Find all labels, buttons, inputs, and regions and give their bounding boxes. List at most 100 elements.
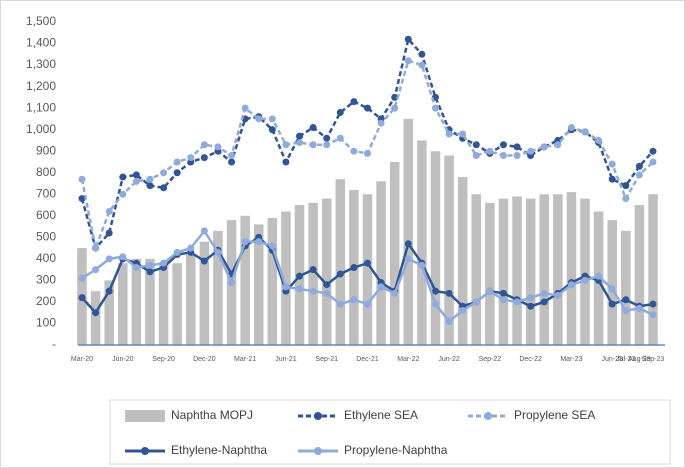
marker [146,268,154,276]
marker [418,61,426,69]
marker [268,115,276,123]
marker [105,229,113,237]
marker [350,98,358,106]
y-tick-label: 900 [36,143,56,157]
y-tick-label: 400 [36,251,56,265]
marker [622,307,630,315]
marker [554,141,562,149]
marker [581,128,589,136]
bar [607,220,617,345]
marker [581,276,589,284]
marker [377,119,385,127]
y-tick-label: 800 [36,165,56,179]
bar [267,217,278,345]
y-tick-label: 1,400 [26,36,56,50]
legend-frame [109,399,671,465]
marker [336,134,344,142]
marker [364,259,371,267]
x-tick-label: Dec-22 [519,356,542,363]
marker [228,158,236,166]
marker [527,302,535,310]
marker [200,257,208,265]
marker [404,240,412,248]
marker [105,287,113,295]
marker [323,141,331,149]
marker [364,149,371,157]
marker [119,190,127,198]
marker [540,143,548,151]
bar [335,179,346,345]
marker [160,169,168,177]
marker [296,272,304,280]
marker [595,272,603,280]
bar [621,230,631,345]
marker [527,294,535,302]
marker [323,289,331,297]
bar [580,198,590,345]
y-tick-label: 100 [36,316,56,330]
marker [391,93,399,101]
marker [132,177,140,185]
marker [391,289,399,297]
y-tick-label: 700 [36,186,56,200]
marker [499,152,507,160]
x-tick-label: Jun-22 [438,356,460,363]
marker [132,263,140,271]
marker [540,298,548,306]
bar [118,263,128,345]
x-tick-label: Mar-21 [234,356,256,363]
marker [296,139,304,147]
y-tick-label: 1,200 [26,79,56,93]
marker [255,238,263,246]
x-tick-label: Aug-23 [628,356,651,363]
marker [350,296,358,304]
bar [444,155,454,345]
marker [364,300,371,308]
marker [513,298,521,306]
marker [173,169,181,177]
marker [119,173,127,181]
marker [608,285,616,293]
marker [635,171,643,179]
marker [431,104,439,112]
marker [105,255,113,263]
marker [622,182,630,190]
bar [525,198,536,345]
marker [268,126,276,134]
marker [92,244,100,252]
marker [214,248,222,256]
x-tick-label: Jul-23 [616,356,635,363]
y-tick-label: 500 [36,230,56,244]
marker [486,147,494,155]
marker [595,136,603,144]
bar [281,211,291,345]
y-tick-label: 200 [36,294,56,308]
bar [172,263,182,345]
y-tick-label: 1,500 [26,14,56,28]
y-tick-label: 1,100 [26,100,56,114]
y-tick-label: 1,300 [26,57,56,71]
marker [649,158,657,166]
marker [92,266,100,274]
marker [309,266,317,274]
bar [457,177,468,345]
marker [309,124,317,132]
bar [566,192,577,345]
marker [377,283,385,291]
marker [513,152,521,160]
marker [146,182,154,190]
bar [498,198,509,345]
bar [186,254,196,345]
bar [253,224,264,345]
x-tick-label: Jun-23 [602,356,624,363]
marker [649,311,657,319]
marker [472,152,480,160]
marker [404,57,412,65]
bar [199,241,210,345]
marker [472,141,480,149]
marker [78,294,86,302]
marker [296,285,304,293]
marker [173,158,181,166]
bar [485,202,495,345]
y-tick-label: - [52,337,56,351]
